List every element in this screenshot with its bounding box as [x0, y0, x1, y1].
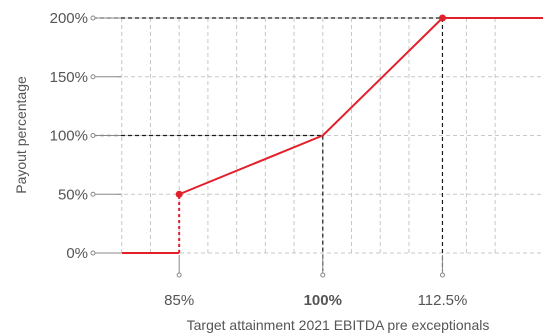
- series-layer: [121, 14, 543, 254]
- y-tick-dot: [90, 15, 96, 21]
- x-tick-dot: [439, 272, 445, 278]
- y-tick-label: 200%: [50, 10, 88, 27]
- y-tick-label: 0%: [66, 245, 88, 262]
- reference-lines: [93, 17, 444, 271]
- series-marker: [438, 14, 446, 22]
- x-tick-label: 112.5%: [418, 292, 468, 309]
- x-tick-dot: [176, 272, 182, 278]
- y-tick-label: 50%: [58, 186, 88, 203]
- y-tick-dot: [90, 133, 96, 138]
- y-tick-dot: [90, 191, 96, 197]
- series-segment: [178, 134, 324, 196]
- series-marker: [175, 190, 183, 198]
- y-tick-dot: [90, 250, 96, 256]
- x-tick-label: 100%: [304, 292, 342, 309]
- tick-labels: 0% 50% 100% 150% 200% 85% 100% 112.5%: [50, 10, 468, 309]
- series-segment: [322, 17, 444, 137]
- y-axis-label: Payout percentage: [13, 76, 29, 194]
- x-axis-label: Target attainment 2021 EBITDA pre except…: [187, 317, 490, 333]
- x-tick-label: 85%: [164, 292, 194, 309]
- axes: [90, 15, 445, 278]
- y-tick-dot: [90, 74, 96, 80]
- y-tick-label: 100%: [50, 128, 88, 145]
- y-tick-label: 150%: [50, 69, 88, 86]
- x-tick-dot: [320, 272, 326, 278]
